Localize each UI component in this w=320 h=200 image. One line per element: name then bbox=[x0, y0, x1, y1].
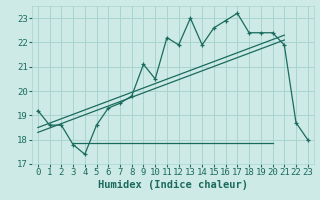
X-axis label: Humidex (Indice chaleur): Humidex (Indice chaleur) bbox=[98, 180, 248, 190]
